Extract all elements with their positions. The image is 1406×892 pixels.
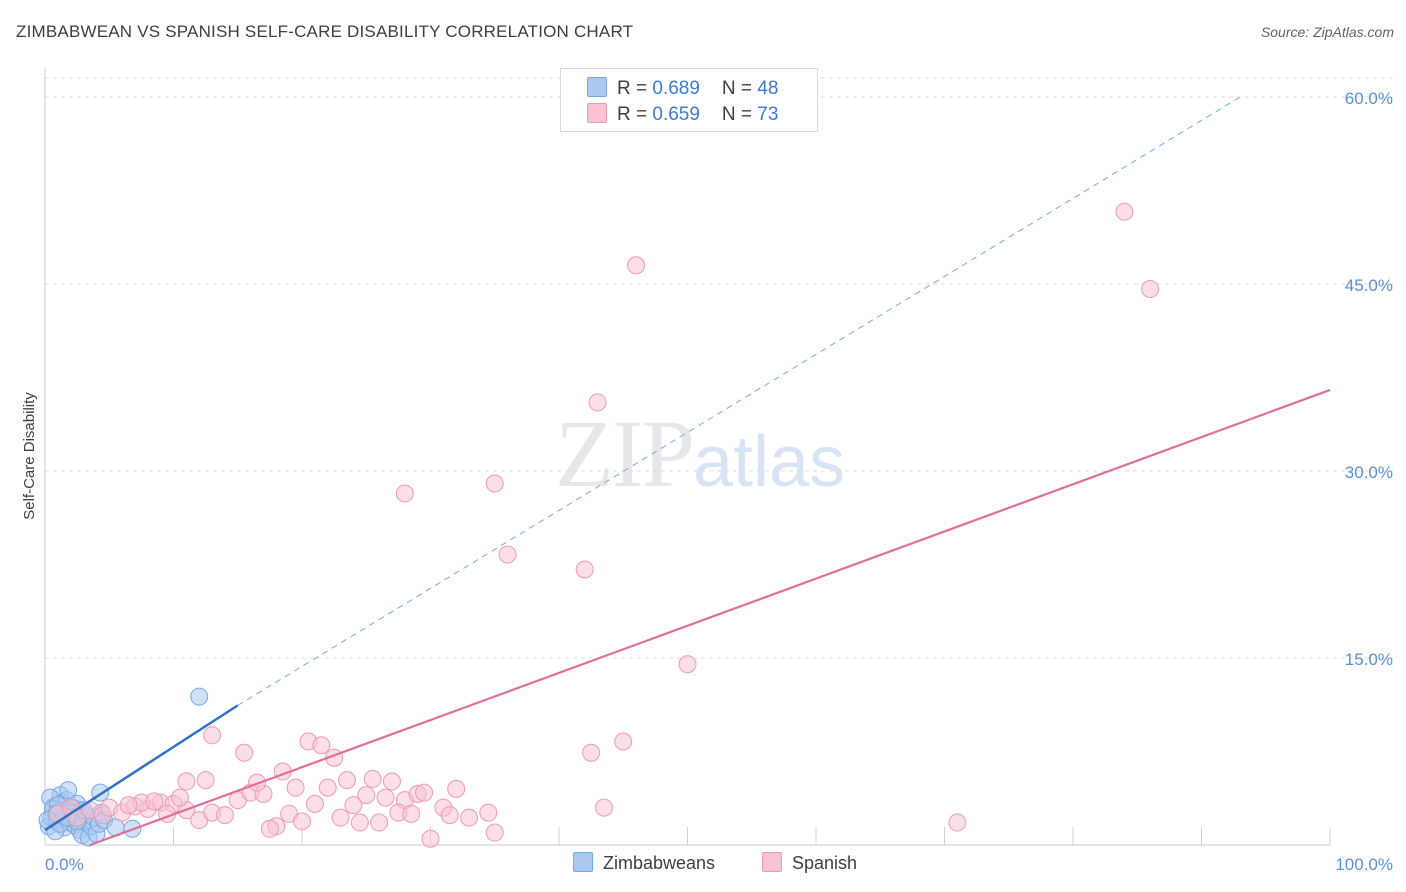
spanish-point bbox=[305, 794, 324, 813]
spanish-point bbox=[312, 736, 331, 755]
spanish-point bbox=[344, 796, 363, 815]
spanish-point bbox=[440, 806, 459, 825]
legend-n-label: N = bbox=[721, 104, 758, 125]
legend: R = 0.689 N = 48 R = 0.659 N = 73 bbox=[560, 68, 818, 132]
spanish-point bbox=[203, 726, 222, 745]
spanish-point bbox=[447, 779, 466, 798]
bottom-legend-zimbabweans: Zimbabweans bbox=[573, 852, 715, 874]
spanish-point bbox=[337, 771, 356, 790]
x-tick-label: 100.0% bbox=[1335, 855, 1393, 874]
legend-row-spanish: R = 0.659 N = 73 bbox=[587, 103, 778, 125]
bottom-legend-spanish: Spanish bbox=[762, 852, 857, 874]
spanish-point bbox=[1141, 279, 1160, 298]
spanish-point bbox=[1115, 202, 1134, 221]
spanish-point bbox=[318, 778, 337, 797]
bottom-legend-swatch-spanish bbox=[762, 852, 782, 872]
spanish-trend-line bbox=[89, 388, 1331, 847]
watermark-zip: ZIP bbox=[555, 400, 695, 507]
spanish-point bbox=[627, 256, 646, 275]
spanish-point bbox=[260, 819, 279, 838]
y-axis-label: Self-Care Disability bbox=[21, 392, 38, 520]
spanish-point bbox=[498, 545, 517, 564]
spanish-point bbox=[594, 798, 613, 817]
spanish-point bbox=[421, 829, 440, 848]
spanish-point bbox=[402, 804, 421, 823]
spanish-point bbox=[415, 783, 434, 802]
legend-r-value: 0.659 bbox=[652, 104, 700, 125]
y-tick-label: 30.0% bbox=[1345, 463, 1393, 482]
spanish-point bbox=[582, 743, 601, 762]
spanish-point bbox=[350, 813, 369, 832]
spanish-point bbox=[575, 560, 594, 579]
spanish-point bbox=[382, 772, 401, 791]
spanish-point bbox=[357, 786, 376, 805]
zimbabweans-point bbox=[190, 687, 209, 706]
spanish-point bbox=[948, 813, 967, 832]
bottom-legend-label: Zimbabweans bbox=[603, 853, 716, 873]
y-tick-label: 15.0% bbox=[1345, 650, 1393, 669]
spanish-point bbox=[215, 806, 234, 825]
legend-swatch-zimbabweans bbox=[587, 77, 607, 97]
spanish-point bbox=[395, 484, 414, 503]
spanish-point bbox=[363, 769, 382, 788]
x-tick-label: 0.0% bbox=[45, 855, 84, 874]
spanish-point bbox=[460, 808, 479, 827]
spanish-point bbox=[119, 796, 138, 815]
bottom-legend-label: Spanish bbox=[792, 853, 858, 873]
spanish-point bbox=[286, 778, 305, 797]
spanish-point bbox=[485, 823, 504, 842]
spanish-point bbox=[479, 803, 498, 822]
source-label: Source: ZipAtlas.com bbox=[1260, 24, 1394, 40]
spanish-point bbox=[196, 771, 215, 790]
watermark-atlas: atlas bbox=[693, 422, 846, 502]
spanish-point bbox=[145, 792, 164, 811]
legend-n-value: 48 bbox=[757, 78, 779, 99]
spanish-point bbox=[588, 393, 607, 412]
spanish-point bbox=[235, 743, 254, 762]
spanish-point bbox=[170, 788, 189, 807]
spanish-point bbox=[614, 732, 633, 751]
chart-title: ZIMBABWEAN VS SPANISH SELF-CARE DISABILI… bbox=[16, 22, 634, 41]
legend-swatch-spanish bbox=[587, 103, 607, 123]
y-tick-label: 60.0% bbox=[1345, 89, 1393, 108]
legend-r-label: R = bbox=[617, 104, 653, 125]
spanish-point bbox=[370, 813, 389, 832]
legend-n-value: 73 bbox=[757, 104, 779, 125]
spanish-point bbox=[293, 812, 311, 831]
zimbabweans-trend-extension bbox=[237, 96, 1241, 706]
zimbabweans-point bbox=[59, 781, 78, 800]
y-tick-label: 45.0% bbox=[1345, 276, 1393, 295]
bottom-legend-swatch-zimbabweans bbox=[573, 852, 593, 872]
watermark: ZIPatlas bbox=[555, 398, 845, 509]
legend-r-value: 0.689 bbox=[652, 78, 700, 99]
spanish-point bbox=[376, 788, 395, 807]
legend-r-label: R = bbox=[617, 78, 653, 99]
spanish-point bbox=[177, 772, 196, 791]
spanish-point bbox=[331, 808, 350, 827]
spanish-point bbox=[678, 655, 697, 674]
legend-row-zimbabweans: R = 0.689 N = 48 bbox=[587, 77, 778, 99]
spanish-point bbox=[485, 474, 504, 493]
legend-n-label: N = bbox=[721, 78, 758, 99]
zimbabweans-trend-line bbox=[44, 704, 239, 832]
